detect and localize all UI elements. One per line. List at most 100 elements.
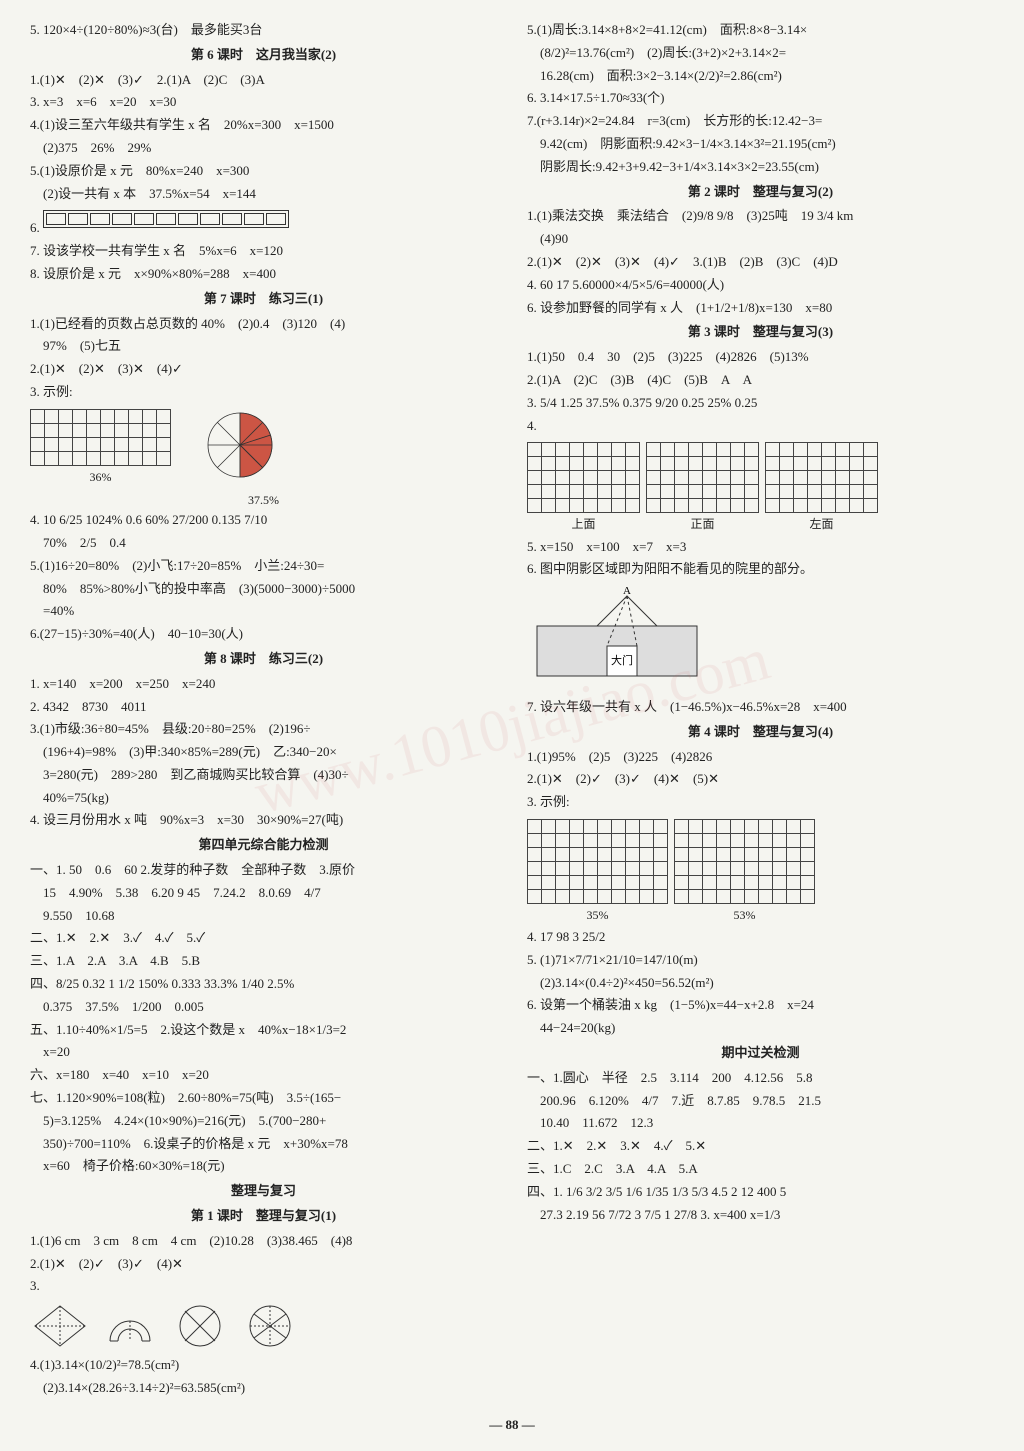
text-line: 4.: [527, 416, 994, 437]
text-line: 16.28(cm) 面积:3×2−3.14×(2/2)²=2.86(cm²): [527, 66, 994, 87]
text-line: 97% (5)七五: [30, 336, 497, 357]
text-line: 4. 10 6/25 1024% 0.6 60% 27/200 0.135 7/…: [30, 510, 497, 531]
text-line: 2.(1)A (2)C (3)B (4)C (5)B A A: [527, 370, 994, 391]
circle-shape-icon: [170, 1301, 230, 1351]
diamond-shape-icon: [30, 1301, 90, 1351]
text-line: 6. 设第一个桶装油 x kg (1−5%)x=44−x+2.8 x=24: [527, 995, 994, 1016]
text-line: 3. 示例:: [30, 382, 497, 403]
lesson-8-heading: 第 8 课时 练习三(2): [30, 649, 497, 670]
text-line: 4. 17 98 3 25/2: [527, 927, 994, 948]
text-line: 7. 设该学校一共有学生 x 名 5%x=6 x=120: [30, 241, 497, 262]
door-label: 大门: [611, 653, 633, 667]
page-content: 5. 120×4÷(120÷80%)≈3(台) 最多能买3台 第 6 课时 这月…: [0, 0, 1024, 1421]
three-view-grids: 上面正面左面: [527, 438, 994, 536]
text-line: 4. 设三月份用水 x 吨 90%x=3 x=30 30×90%=27(吨): [30, 810, 497, 831]
text-line: 3. 5/4 1.25 37.5% 0.375 9/20 0.25 25% 0.…: [527, 393, 994, 414]
text-line: 五、1.10÷40%×1/5=5 2.设这个数是 x 40%x−18×1/3=2: [30, 1020, 497, 1041]
text-line: 四、1. 1/6 3/2 3/5 1/6 1/35 1/3 5/3 4.5 2 …: [527, 1182, 994, 1203]
text-line: =40%: [30, 601, 497, 622]
text-line: (2)设一共有 x 本 37.5%x=54 x=144: [30, 184, 497, 205]
right-column: 5.(1)周长:3.14×8+8×2=41.12(cm) 面积:8×8−3.14…: [527, 20, 994, 1401]
text-line: 5.(1)周长:3.14×8+8×2=41.12(cm) 面积:8×8−3.14…: [527, 20, 994, 41]
text-line: 6. 设参加野餐的同学有 x 人 (1+1/2+1/8)x=130 x=80: [527, 298, 994, 319]
page-number: — 88 —: [0, 1415, 1024, 1436]
text-line: 200.96 6.120% 4/7 7.近 8.7.85 9.78.5 21.5: [527, 1091, 994, 1112]
text-line: (8/2)²=13.76(cm²) (2)周长:(3+2)×2+3.14×2=: [527, 43, 994, 64]
text-line: 7. 设六年级一共有 x 人 (1−46.5%)x−46.5%x=28 x=40…: [527, 697, 994, 718]
house-diagram: 大门 A: [527, 586, 707, 686]
text-line: 二、1.✕ 2.✕ 3.✕ 4.✓ 5.✕: [527, 1136, 994, 1157]
text-line: 15 4.90% 5.38 6.20 9 45 7.24.2 8.0.69 4/…: [30, 883, 497, 904]
text-line: 5. x=150 x=100 x=7 x=3: [527, 537, 994, 558]
text-line: 8. 设原价是 x 元 x×90%×80%=288 x=400: [30, 264, 497, 285]
text-line: 1.(1)乘法交换 乘法结合 (2)9/8 9/8 (3)25吨 19 3/4 …: [527, 206, 994, 227]
text-line: (196+4)=98% (3)甲:340×85%=289(元) 乙:340−20…: [30, 742, 497, 763]
example-grids-row: 35%53%: [527, 815, 994, 927]
text-line: 四、8/25 0.32 1 1/2 150% 0.333 33.3% 1/40 …: [30, 974, 497, 995]
text-line: 一、1. 50 0.6 60 2.发芽的种子数 全部种子数 3.原价: [30, 860, 497, 881]
text-line: 9.550 10.68: [30, 906, 497, 927]
text-line: 一、1.圆心 半径 2.5 3.114 200 4.12.56 5.8: [527, 1068, 994, 1089]
text-line: 2.(1)✕ (2)✓ (3)✓ (4)✕: [30, 1254, 497, 1275]
text-line: 7.(r+3.14r)×2=24.84 r=3(cm) 长方形的长:12.42−…: [527, 111, 994, 132]
text-line: 5.(1)设原价是 x 元 80%x=240 x=300: [30, 161, 497, 182]
text-line: 1.(1)6 cm 3 cm 8 cm 4 cm (2)10.28 (3)38.…: [30, 1231, 497, 1252]
text-line: 9.42(cm) 阴影面积:9.42×3−1/4×3.14×3²=21.195(…: [527, 134, 994, 155]
review-lesson3-heading: 第 3 课时 整理与复习(3): [527, 322, 994, 343]
review-heading: 整理与复习: [30, 1181, 497, 1202]
text-line: 5. 120×4÷(120÷80%)≈3(台) 最多能买3台: [30, 20, 497, 41]
svg-text:A: A: [623, 586, 631, 597]
text-line: 44−24=20(kg): [527, 1018, 994, 1039]
lesson-7-heading: 第 7 课时 练习三(1): [30, 289, 497, 310]
midterm-heading: 期中过关检测: [527, 1043, 994, 1064]
text-line: 6. 3.14×17.5÷1.70≈33(个): [527, 88, 994, 109]
example-graphics-row: 36% 37.5%: [30, 405, 497, 510]
text-line: 4.(1)3.14×(10/2)²=78.5(cm²): [30, 1355, 497, 1376]
text-line: 5)=3.125% 4.24×(10×90%)=216(元) 5.(700−28…: [30, 1111, 497, 1132]
text-line: 6.(27−15)÷30%=40(人) 40−10=30(人): [30, 624, 497, 645]
text-line: 10.40 11.672 12.3: [527, 1113, 994, 1134]
text-line: (2)3.14×(0.4÷2)²×450=56.52(m²): [527, 973, 994, 994]
review-lesson2-heading: 第 2 课时 整理与复习(2): [527, 182, 994, 203]
text-line: 1.(1)95% (2)5 (3)225 (4)2826: [527, 747, 994, 768]
text-line: 3.(1)市级:36÷80=45% 县级:20÷80=25% (2)196÷: [30, 719, 497, 740]
text-line: (4)90: [527, 229, 994, 250]
text-line: x=60 椅子价格:60×30%=18(元): [30, 1156, 497, 1177]
text-line: 三、1.C 2.C 3.A 4.A 5.A: [527, 1159, 994, 1180]
grid-label: 36%: [30, 468, 171, 487]
review-lesson4-heading: 第 4 课时 整理与复习(4): [527, 722, 994, 743]
text-line: 六、x=180 x=40 x=10 x=20: [30, 1065, 497, 1086]
text-line: 1.(1)已经看的页数占总页数的 40% (2)0.4 (3)120 (4): [30, 314, 497, 335]
text-line: 3. x=3 x=6 x=20 x=30: [30, 92, 497, 113]
lesson-6-heading: 第 6 课时 这月我当家(2): [30, 45, 497, 66]
text-line: 80% 85%>80%小飞的投中率高 (3)(5000−3000)÷5000: [30, 579, 497, 600]
arc-shape-icon: [100, 1301, 160, 1351]
text-line: 6.: [30, 206, 497, 239]
item6-table: [43, 210, 289, 228]
text-line: 2.(1)✕ (2)✓ (3)✓ (4)✕ (5)✕: [527, 769, 994, 790]
text-line: 2.(1)✕ (2)✕ (3)✕ (4)✓ 3.(1)B (2)B (3)C (…: [527, 252, 994, 273]
text-line: 0.375 37.5% 1/200 0.005: [30, 997, 497, 1018]
text-line: 1.(1)✕ (2)✕ (3)✓ 2.(1)A (2)C (3)A: [30, 70, 497, 91]
text-line: 三、1.A 2.A 3.A 4.B 5.B: [30, 951, 497, 972]
text-line: 七、1.120×90%=108(粒) 2.60÷80%=75(吨) 3.5÷(1…: [30, 1088, 497, 1109]
label: 6.: [30, 220, 40, 235]
text-line: 4.(1)设三至六年级共有学生 x 名 20%x=300 x=1500: [30, 115, 497, 136]
text-line: 40%=75(kg): [30, 788, 497, 809]
text-line: 6. 图中阴影区域即为阳阳不能看见的院里的部分。: [527, 559, 994, 580]
text-line: 2. 4342 8730 4011: [30, 697, 497, 718]
review-sub1-heading: 第 1 课时 整理与复习(1): [30, 1206, 497, 1227]
text-line: 2.(1)✕ (2)✕ (3)✕ (4)✓: [30, 359, 497, 380]
text-line: 3. 示例:: [527, 792, 994, 813]
text-line: 3.: [30, 1276, 497, 1297]
geometry-shapes-row: [30, 1301, 497, 1351]
circle-cross-icon: [240, 1301, 300, 1351]
text-line: 5.(1)16÷20=80% (2)小飞:17÷20=85% 小兰:24÷30=: [30, 556, 497, 577]
text-line: 1. x=140 x=200 x=250 x=240: [30, 674, 497, 695]
text-line: 3=280(元) 289>280 到乙商城购买比较合算 (4)30÷: [30, 765, 497, 786]
pie-label: 37.5%: [30, 491, 497, 510]
text-line: 350)÷700=110% 6.设桌子的价格是 x 元 x+30%x=78: [30, 1134, 497, 1155]
text-line: 1.(1)50 0.4 30 (2)5 (3)225 (4)2826 (5)13…: [527, 347, 994, 368]
text-line: x=20: [30, 1042, 497, 1063]
text-line: (2)375 26% 29%: [30, 138, 497, 159]
